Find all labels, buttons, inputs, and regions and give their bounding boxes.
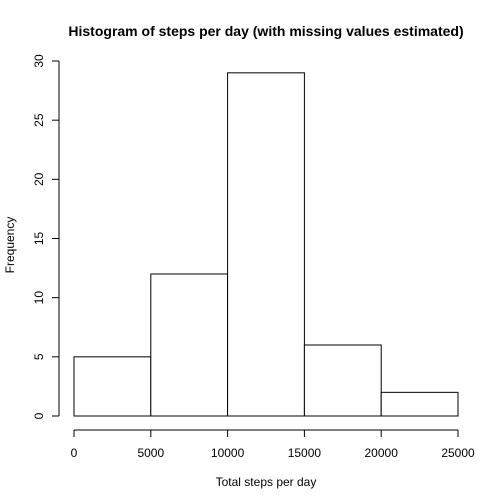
y-tick-label-1: 5 (32, 353, 46, 360)
y-tick-label-4: 20 (32, 172, 46, 186)
x-tick-label-2: 10000 (211, 446, 245, 460)
x-tick-label-0: 0 (71, 446, 78, 460)
y-axis-label: Frequency (3, 217, 17, 274)
histogram-bar-4 (380, 391, 459, 417)
bars-group (73, 72, 459, 417)
y-axis: 0 5 10 15 20 25 30 (32, 54, 60, 419)
y-tick-label-5: 25 (32, 113, 46, 127)
histogram-bar-3 (303, 344, 382, 417)
histogram-bar-2 (227, 72, 305, 417)
x-tick-label-5: 25000 (441, 446, 475, 460)
x-tick-label-4: 20000 (365, 446, 399, 460)
x-tick-label-1: 5000 (137, 446, 164, 460)
y-tick-label-2: 10 (32, 291, 46, 305)
y-tick-label-6: 30 (32, 54, 46, 68)
x-tick-label-3: 15000 (288, 446, 322, 460)
y-tick-label-0: 0 (32, 412, 46, 419)
histogram-bar-1 (150, 273, 229, 417)
x-axis-label: Total steps per day (216, 475, 317, 489)
chart-title: Histogram of steps per day (with missing… (68, 23, 463, 39)
x-axis: 0 5000 10000 15000 20000 25000 (71, 429, 475, 460)
y-tick-label-3: 15 (32, 232, 46, 246)
histogram-bar-0 (73, 356, 152, 417)
